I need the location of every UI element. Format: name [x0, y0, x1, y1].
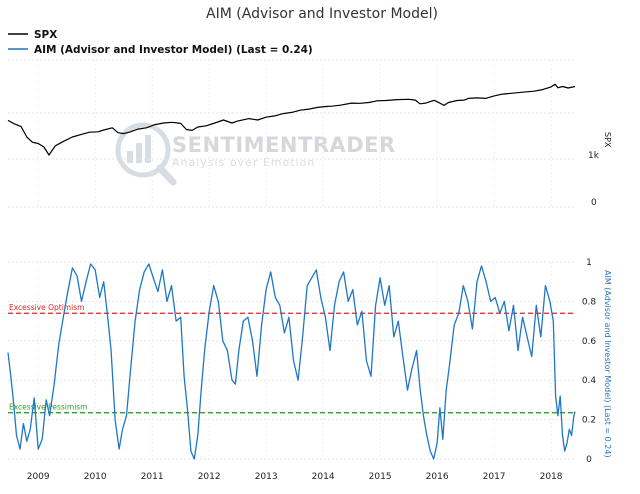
aim-tick-label: 1	[586, 258, 592, 268]
aim-panel: Excessive Optimism Excessive Pessimism 1…	[7, 258, 612, 465]
chart-title: AIM (Advisor and Investor Model)	[206, 6, 438, 22]
x-tick-label: 2015	[369, 472, 392, 482]
watermark-tagline: Analysis over Emotion	[172, 156, 315, 169]
x-tick-label: 2012	[198, 472, 221, 482]
excessive-optimism-label: Excessive Optimism	[9, 303, 84, 312]
x-tick-label: 2016	[426, 472, 449, 482]
aim-tick-label: 0.6	[582, 337, 597, 347]
spx-series-line	[7, 83, 576, 156]
aim-panel-grid	[8, 261, 575, 460]
aim-tick-label: 0.2	[582, 416, 596, 426]
spx-axis-title: SPX	[603, 132, 612, 148]
x-tick-label: 2014	[312, 472, 335, 482]
aim-tick-label: 0.8	[582, 297, 597, 307]
spx-panel-grid	[8, 59, 575, 208]
legend-label-aim: AIM (Advisor and Investor Model) (Last =…	[34, 44, 313, 56]
x-tick-label: 2010	[84, 472, 107, 482]
legend-label-spx: SPX	[34, 29, 57, 41]
aim-y-ticks: 1 0.8 0.6 0.4 0.2 0	[582, 258, 597, 465]
x-tick-label: 2017	[483, 472, 506, 482]
spx-tick-label: 0	[591, 198, 597, 208]
aim-tick-label: 0	[586, 455, 592, 465]
x-grid	[37, 60, 552, 459]
spx-tick-label: 1k	[588, 151, 600, 161]
watermark-logo-icon	[115, 122, 177, 186]
legend: SPX AIM (Advisor and Investor Model) (La…	[8, 29, 313, 56]
spx-panel: 1k 0 SPX	[7, 83, 612, 208]
aim-tick-label: 0.4	[582, 376, 597, 386]
x-tick-label: 2018	[540, 472, 563, 482]
aim-series-line	[7, 263, 576, 460]
watermark-brand: SENTIMENTRADER	[172, 133, 396, 157]
watermark: SENTIMENTRADER Analysis over Emotion	[115, 122, 396, 186]
x-tick-label: 2011	[141, 472, 164, 482]
x-tick-label: 2013	[255, 472, 278, 482]
x-axis-ticks: 2009 2010 2011 2012 2013 2014 2015 2016 2017 2018	[27, 472, 563, 482]
aim-axis-title: AIM (Advisor and Investor Model) (Last =…	[603, 270, 612, 458]
x-tick-label: 2009	[27, 472, 50, 482]
